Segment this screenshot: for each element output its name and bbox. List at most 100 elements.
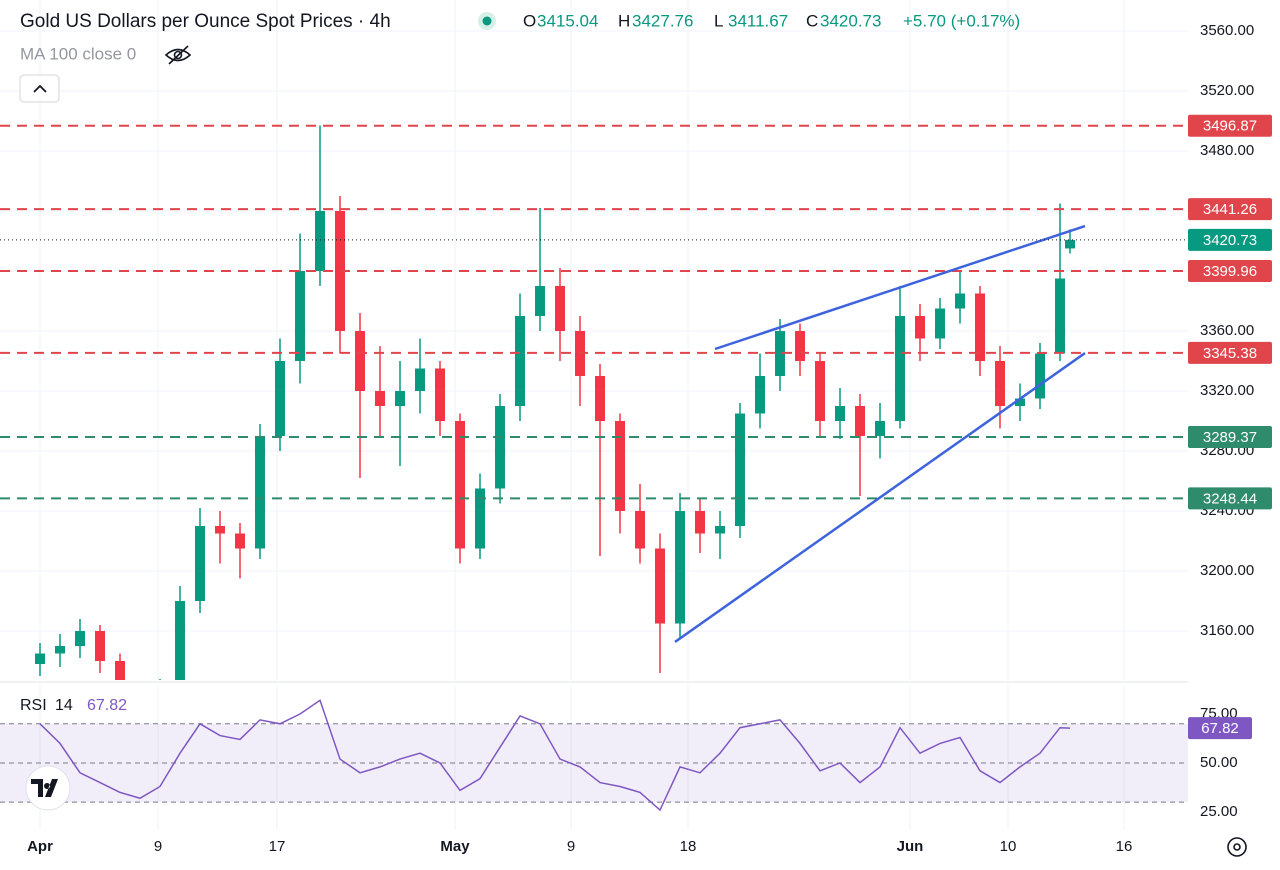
rsi-name: RSI [20, 697, 47, 714]
level-label: 3248.44 [1203, 490, 1257, 507]
status-dot [482, 16, 492, 26]
y-tick-label: 3160.00 [1200, 622, 1254, 639]
tv-logo [25, 765, 71, 811]
overlay: Gold US Dollars per Ounce Spot Prices · … [19, 11, 1247, 857]
ohlc-value: 3415.04 [537, 11, 598, 30]
candle-body [915, 316, 925, 339]
candle-body [435, 368, 445, 421]
candle-body [515, 316, 525, 406]
candle-body [955, 293, 965, 309]
candle-body [55, 645, 65, 654]
level-label-box [1188, 198, 1272, 221]
candle-body [795, 331, 805, 361]
rsi-period: 14 [55, 697, 73, 714]
level-label-box [1188, 260, 1272, 283]
candle-body [95, 630, 105, 661]
candle-body [815, 360, 825, 421]
candle-body [775, 331, 785, 376]
indicator-label: MA 100 close 0 [20, 44, 136, 63]
level-label-box [1188, 425, 1272, 448]
x-tick-label: 9 [154, 838, 162, 855]
x-tick-label: 18 [680, 838, 697, 855]
candle-body [675, 510, 685, 624]
candle-body [215, 525, 225, 534]
candle-body [375, 390, 385, 406]
y-tick-label: 3520.00 [1200, 82, 1254, 99]
chevron-icon [33, 84, 47, 93]
change-label: +5.70 (+0.17%) [903, 11, 1020, 30]
candle-body [1035, 353, 1045, 399]
candle-body [595, 375, 605, 421]
ohlc-value: 3411.67 [728, 11, 788, 30]
x-tick-label: 17 [269, 838, 286, 855]
level-label: 3496.87 [1203, 118, 1257, 135]
y-tick-label: 3320.00 [1200, 382, 1254, 399]
candle-body [635, 510, 645, 549]
candle-body [935, 308, 945, 339]
candle-body [355, 331, 365, 391]
level-label-box [1188, 341, 1272, 364]
candle-body [395, 390, 405, 406]
candle-body [455, 420, 465, 549]
candle-body [275, 360, 285, 436]
candle-body [175, 600, 185, 680]
rsi-label-box [1188, 717, 1252, 740]
level-label: 3441.26 [1203, 201, 1257, 218]
level-label: 3289.37 [1203, 429, 1257, 446]
rsi-label: 67.82 [1201, 720, 1239, 737]
y-tick-label: 3560.00 [1200, 22, 1254, 39]
x-tick-label: Apr [27, 838, 53, 855]
candle-body [315, 211, 325, 272]
rsi-line [39, 699, 1071, 812]
settings-icon[interactable] [1227, 837, 1247, 857]
price-label: 3420.73 [1203, 232, 1257, 249]
ohlc-value: 3420.73 [820, 11, 881, 30]
candle-body [755, 375, 765, 414]
y-tick-label: 3480.00 [1200, 142, 1254, 159]
price-pane [0, 0, 1188, 680]
candle-body [655, 548, 665, 624]
candle-body [195, 525, 205, 601]
rsi-value: 67.82 [87, 697, 127, 714]
candle-body [1055, 278, 1065, 354]
candle-body [615, 420, 625, 511]
x-tick-label: 9 [567, 838, 575, 855]
candle-body [535, 286, 545, 317]
level-label-box [1188, 487, 1272, 510]
ohlc-letter: H [618, 11, 630, 30]
candle-body [715, 525, 725, 534]
candle-body [475, 488, 485, 549]
x-tick-label: 10 [1000, 838, 1017, 855]
eye-off-icon[interactable] [164, 45, 192, 65]
level-label-box [1188, 114, 1272, 137]
candle-body [695, 510, 705, 534]
candle-body [835, 405, 845, 421]
level-label: 3345.38 [1203, 345, 1257, 362]
candle-body [735, 413, 745, 526]
ohlc-letter: L [714, 11, 723, 30]
y-tick-label: 3360.00 [1200, 322, 1254, 339]
price-label-box [1188, 228, 1272, 251]
x-tick-label: May [440, 838, 470, 855]
rsi-pane [0, 685, 1188, 830]
candle-body [895, 316, 905, 421]
ohlc-value: 3427.76 [632, 11, 693, 30]
trendline [674, 352, 1086, 643]
candle-body [495, 405, 505, 489]
candle-body [255, 435, 265, 549]
chart-title: Gold US Dollars per Ounce Spot Prices · … [20, 11, 391, 32]
candle-body [295, 271, 305, 361]
candle-body [75, 630, 85, 646]
candle-body [115, 660, 125, 680]
trendline [714, 224, 1086, 351]
candle-body [1015, 398, 1025, 406]
x-tick-label: Jun [897, 838, 924, 855]
candle-body [995, 360, 1005, 406]
ohlc-letter: O [523, 11, 536, 30]
candle-body [875, 420, 885, 436]
collapse-button[interactable] [19, 74, 60, 103]
ohlc-letter: C [806, 11, 818, 30]
rsi-tick-label: 25.00 [1200, 803, 1238, 820]
